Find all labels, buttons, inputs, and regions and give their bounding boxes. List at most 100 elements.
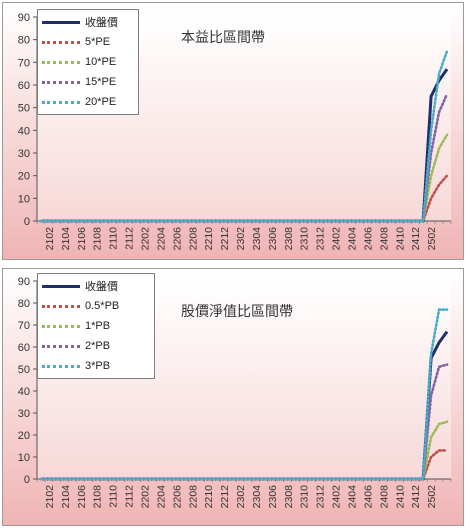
x-tick-label: 2306 (267, 227, 279, 251)
x-tick-label: 2208 (187, 485, 199, 509)
x-tick-label: 2304 (251, 227, 263, 251)
x-tick-label: 2312 (315, 227, 327, 251)
chart-legend: 收盤價 5*PE 10*PE 15*PE 20*PE (37, 9, 139, 115)
x-tick-label: 2206 (171, 485, 183, 509)
legend-swatch (42, 40, 80, 44)
y-tick-label: 70 (18, 320, 30, 332)
chart-title: 本益比區間帶 (181, 30, 265, 46)
x-tick-label: 2404 (346, 227, 358, 251)
y-tick-label: 70 (18, 57, 30, 69)
y-tick-label: 20 (18, 171, 30, 183)
legend-label: 收盤價 (85, 17, 118, 29)
y-tick-label: 30 (18, 408, 30, 420)
y-tick-label: 60 (18, 342, 30, 354)
legend-swatch (42, 344, 80, 348)
y-tick-label: 90 (18, 12, 30, 24)
legend-item: 20*PE (42, 92, 134, 112)
legend-swatch (42, 304, 80, 308)
x-tick-label: 2202 (139, 485, 151, 509)
x-tick-label: 2304 (251, 485, 263, 509)
x-tick-label: 2108 (92, 227, 104, 251)
x-tick-label: 2402 (331, 227, 343, 251)
x-tick-label: 2404 (346, 485, 358, 509)
x-tick-label: 2208 (187, 227, 199, 251)
x-tick-label: 2312 (315, 485, 327, 509)
x-tick-label: 2202 (139, 227, 151, 251)
x-tick-label: 2210 (203, 227, 215, 251)
x-tick-label: 2308 (283, 485, 295, 509)
y-tick-label: 80 (18, 298, 30, 310)
legend-item: 收盤價 (42, 276, 150, 296)
legend-item: 1*PB (42, 316, 150, 336)
x-tick-label: 2110 (108, 227, 120, 250)
legend-swatch (42, 20, 80, 24)
x-tick-label: 2104 (60, 227, 72, 251)
x-tick-label: 2412 (410, 227, 422, 251)
legend-label: 0.5*PB (85, 300, 120, 312)
y-tick-label: 60 (18, 80, 30, 92)
legend-item: 0.5*PB (42, 296, 150, 316)
x-tick-label: 2310 (299, 227, 311, 251)
x-tick-label: 2306 (267, 485, 279, 509)
x-tick-label: 2106 (76, 485, 88, 509)
x-tick-label: 2212 (219, 485, 231, 509)
y-tick-label: 10 (18, 193, 30, 205)
pb-band-chart: 0 10 20 30 40 50 60 70 80 90 2102 2104 2106 2108 2110 2… (2, 268, 464, 526)
x-tick-label: 2112 (124, 485, 136, 508)
x-tick-label: 2310 (299, 485, 311, 509)
legend-item: 3*PB (42, 356, 150, 376)
legend-swatch (42, 100, 80, 104)
x-tick-label: 2406 (362, 485, 374, 509)
x-tick-label: 2210 (203, 485, 215, 509)
x-tick-label: 2212 (219, 227, 231, 251)
legend-swatch (42, 364, 80, 368)
legend-swatch (42, 60, 80, 64)
x-tick-label: 2112 (124, 227, 136, 250)
chart-title: 股價淨值比區間帶 (181, 304, 293, 320)
y-tick-label: 50 (18, 103, 30, 115)
x-tick-label: 2204 (155, 485, 167, 509)
x-tick-label: 2502 (426, 227, 438, 251)
pe-band-chart: 0 10 20 30 40 50 60 70 80 90 2102 2104 2106 2108 2110 2… (2, 2, 464, 260)
x-tick-label: 2302 (235, 485, 247, 509)
x-tick-label: 2308 (283, 227, 295, 251)
series-line-4 (39, 49, 449, 223)
legend-item: 2*PB (42, 336, 150, 356)
legend-swatch (42, 284, 80, 288)
x-tick-label: 2102 (44, 227, 56, 251)
x-tick-label: 2204 (155, 227, 167, 251)
x-tick-label: 2502 (426, 485, 438, 509)
y-tick-label: 40 (18, 386, 30, 398)
y-tick-label: 80 (18, 35, 30, 47)
legend-swatch (42, 80, 80, 84)
y-tick-label: 0 (24, 474, 30, 486)
legend-item: 收盤價 (42, 12, 134, 32)
y-tick-label: 20 (18, 430, 30, 442)
legend-label: 1*PB (85, 320, 111, 332)
x-tick-label: 2110 (108, 485, 120, 508)
legend-label: 3*PB (85, 360, 111, 372)
legend-item: 5*PE (42, 32, 134, 52)
legend-label: 15*PE (85, 76, 117, 88)
y-tick-label: 90 (18, 276, 30, 288)
x-tick-label: 2302 (235, 227, 247, 251)
y-tick-label: 30 (18, 148, 30, 160)
legend-label: 收盤價 (85, 281, 118, 293)
y-tick-label: 50 (18, 364, 30, 376)
x-tick-label: 2206 (171, 227, 183, 251)
x-tick-label: 2408 (378, 227, 390, 251)
x-tick-label: 2108 (92, 485, 104, 509)
x-tick-label: 2102 (44, 485, 56, 509)
series-line-4 (39, 308, 449, 481)
legend-label: 5*PE (85, 36, 111, 48)
x-tick-label: 2406 (362, 227, 374, 251)
legend-item: 15*PE (42, 72, 134, 92)
legend-swatch (42, 324, 80, 328)
legend-item: 10*PE (42, 52, 134, 72)
x-tick-label: 2410 (394, 227, 406, 251)
y-tick-label: 10 (18, 452, 30, 464)
y-tick-label: 40 (18, 125, 30, 137)
x-tick-label: 2412 (410, 485, 422, 509)
legend-label: 2*PB (85, 340, 111, 352)
x-tick-label: 2106 (76, 227, 88, 251)
